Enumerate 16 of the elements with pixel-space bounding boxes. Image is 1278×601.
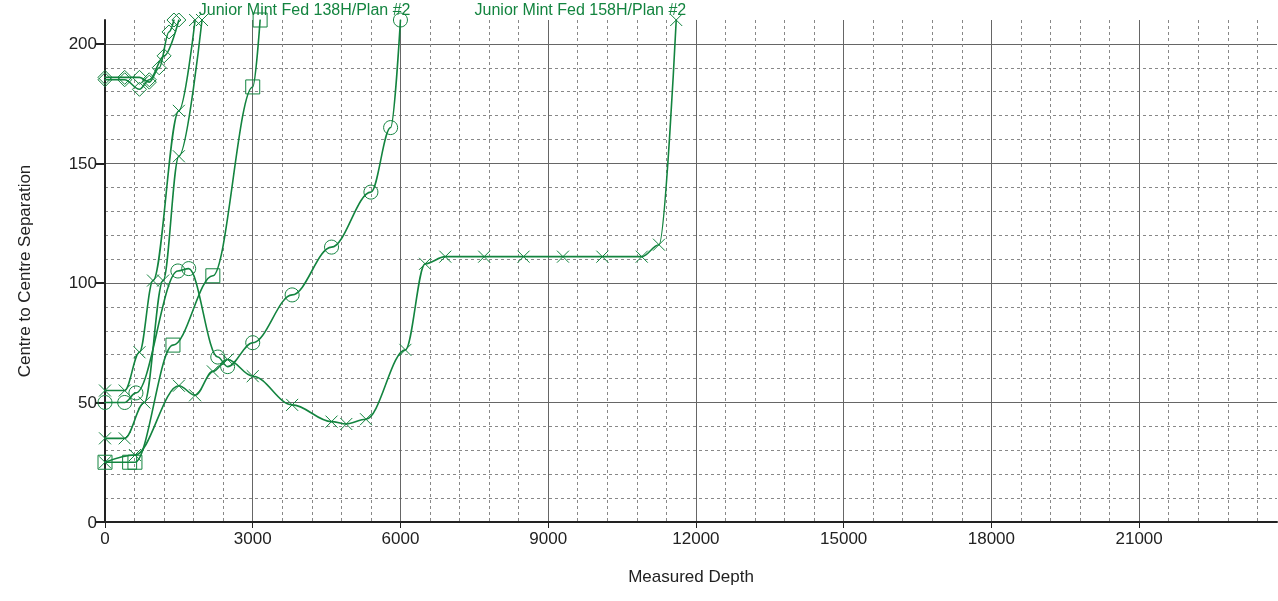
series-label: Junior Mint Fed 138H/Plan #2 — [198, 0, 411, 18]
y-tick-label: 100 — [68, 273, 97, 293]
x-tick-label: 21000 — [1115, 529, 1163, 548]
x-tick-label: 9000 — [529, 529, 568, 548]
x-tick-label: 0 — [100, 529, 110, 548]
x-tick-label: 3000 — [233, 529, 272, 548]
y-tick-label: 150 — [68, 153, 97, 173]
y-tick-label: 50 — [78, 392, 97, 412]
x-tick-label: 12000 — [672, 529, 720, 548]
series-label: Junior Mint Fed 158H/Plan #2 — [474, 0, 687, 18]
x-tick-label: 18000 — [967, 529, 1016, 548]
y-tick-label: 200 — [68, 34, 97, 54]
y-axis-title: Centre to Centre Separation — [15, 164, 34, 378]
x-tick-label: 6000 — [381, 529, 420, 548]
x-axis-title: Measured Depth — [628, 567, 754, 586]
x-tick-label: 15000 — [820, 529, 868, 548]
